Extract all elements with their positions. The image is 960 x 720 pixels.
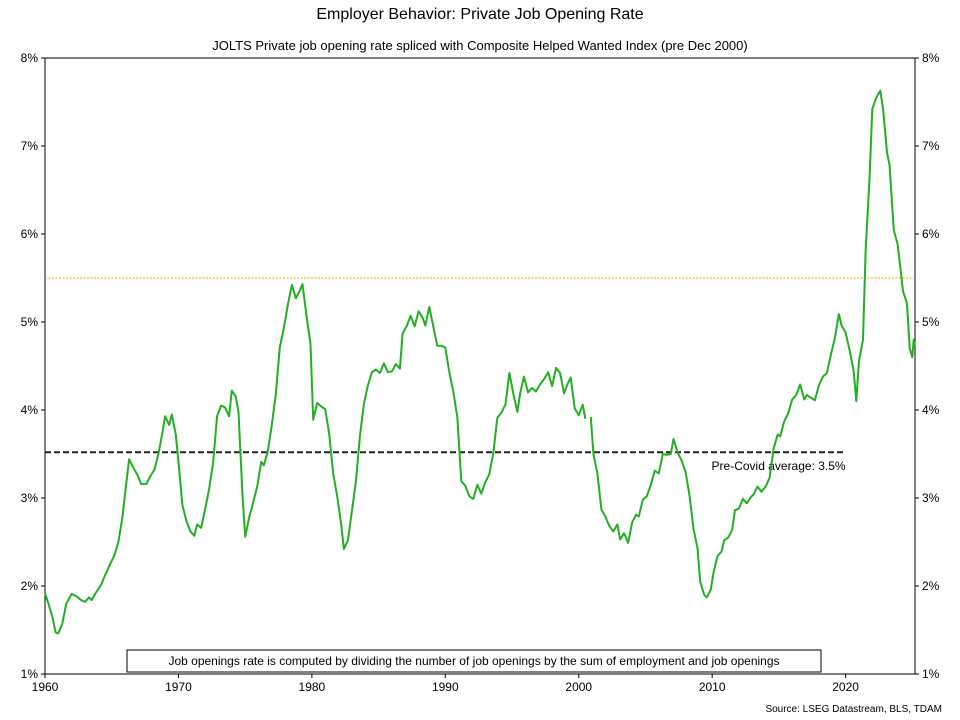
axes: 1% 1% 2% 2% 3% 3% 4% 4% 5% 5% 6% 6% 7% 7% 8% 8% 1960 1970… <box>21 51 940 694</box>
chart-subtitle: JOLTS Private job opening rate spliced w… <box>212 38 748 53</box>
y-tick-label-right: 7% <box>922 139 940 153</box>
y-tick-label-right: 8% <box>922 51 940 65</box>
x-tick-label: 2010 <box>699 680 726 694</box>
y-tick-label-right: 5% <box>922 315 940 329</box>
chart-source: Source: LSEG Datastream, BLS, TDAM <box>765 704 942 715</box>
y-tick-label-left: 4% <box>21 403 39 417</box>
y-tick-label-left: 5% <box>21 315 39 329</box>
annotation-group: Job openings rate is computed by dividin… <box>126 649 822 673</box>
y-tick-label-right: 6% <box>922 227 940 241</box>
reference-lines: Pre-Covid average: 3.5% <box>45 277 915 473</box>
series-line-pre-2000 <box>44 283 587 635</box>
x-tick-label: 2020 <box>832 680 859 694</box>
y-tick-label-right: 3% <box>922 491 940 505</box>
y-tick-label-right: 1% <box>922 667 940 681</box>
y-tick-label-left: 2% <box>21 579 39 593</box>
x-tick-label: 1990 <box>432 680 459 694</box>
average-line-label: Pre-Covid average: 3.5% <box>712 459 846 473</box>
y-tick-label-left: 1% <box>21 667 39 681</box>
series-line-jolts <box>589 89 916 599</box>
y-tick-label-left: 7% <box>21 139 39 153</box>
x-tick-label: 1960 <box>32 680 59 694</box>
plot-frame <box>44 57 916 675</box>
series-group <box>44 89 916 635</box>
note-text: Job openings rate is computed by dividin… <box>168 654 779 668</box>
note-box <box>126 649 822 673</box>
y-tick-label-left: 8% <box>21 51 39 65</box>
x-tick-label: 1970 <box>165 680 192 694</box>
x-tick-label: 1980 <box>299 680 326 694</box>
y-tick-label-left: 6% <box>21 227 39 241</box>
chart-title: Employer Behavior: Private Job Opening R… <box>316 6 644 23</box>
x-tick-label: 2000 <box>565 680 592 694</box>
y-tick-label-left: 3% <box>21 491 39 505</box>
y-tick-label-right: 4% <box>922 403 940 417</box>
y-tick-label-right: 2% <box>922 579 940 593</box>
